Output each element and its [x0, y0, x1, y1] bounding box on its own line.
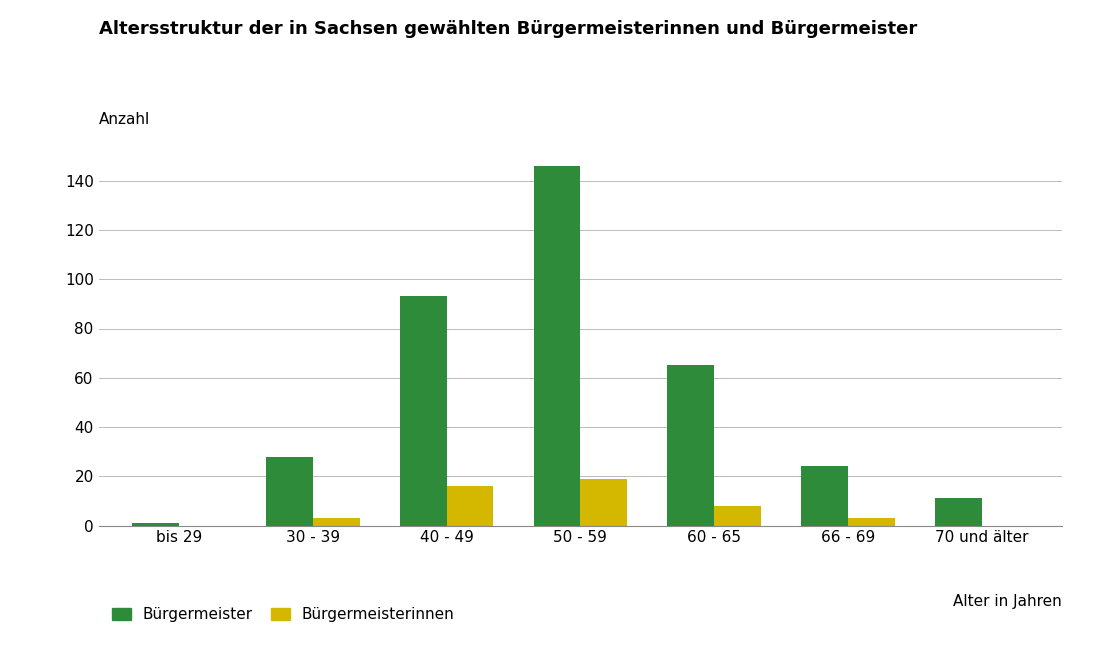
Text: Alter in Jahren: Alter in Jahren	[954, 594, 1062, 608]
Bar	[580, 479, 627, 526]
Text: Altersstruktur der in Sachsen gewählten Bürgermeisterinnen und Bürgermeister: Altersstruktur der in Sachsen gewählten …	[99, 20, 917, 37]
Bar	[533, 166, 580, 526]
Bar	[447, 486, 494, 526]
Bar	[132, 523, 178, 526]
Bar	[313, 518, 359, 526]
Bar	[266, 457, 313, 526]
Text: Anzahl: Anzahl	[99, 112, 150, 127]
Bar	[714, 506, 761, 526]
Bar	[667, 365, 714, 526]
Bar	[400, 296, 447, 526]
Bar	[935, 499, 982, 526]
Bar	[848, 518, 895, 526]
Legend: Bürgermeister, Bürgermeisterinnen: Bürgermeister, Bürgermeisterinnen	[106, 601, 461, 628]
Bar	[802, 466, 848, 526]
